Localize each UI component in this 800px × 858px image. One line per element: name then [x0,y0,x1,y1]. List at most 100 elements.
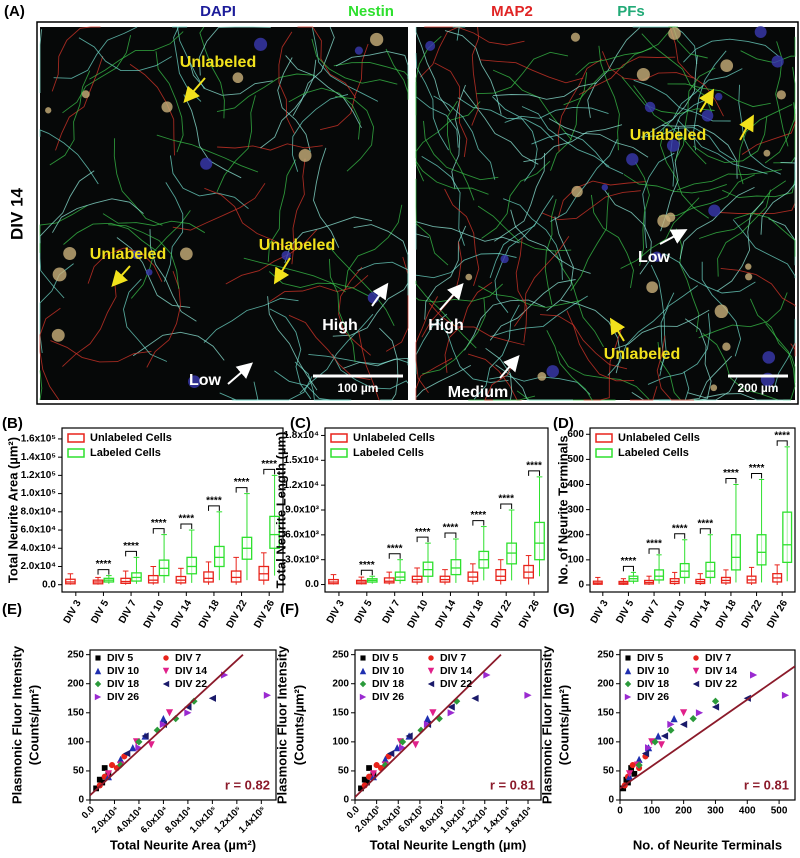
cell-body [745,263,752,270]
data-point [381,761,389,769]
neurite [422,297,486,375]
neurite [216,73,315,113]
legend-label: Labeled Cells [618,447,689,459]
image-annotation: Low [638,249,671,266]
data-point [695,709,704,717]
neurite [698,292,788,339]
data-point [412,741,420,749]
neurite [415,178,449,266]
data-point [657,741,665,749]
channel-label: Nestin [348,3,394,20]
legend-label: DIV 5 [107,652,133,664]
y-tick-label: 200 [567,529,584,540]
y-tick-label: 50 [338,766,350,777]
significance-label: **** [179,514,195,525]
y-tick-label: 0 [578,580,584,591]
legend-marker [427,667,435,675]
data-point [423,720,432,728]
arrow [111,265,131,287]
x-tick-label: DIV 26 [765,598,790,630]
legend-label: DIV 7 [705,652,731,664]
significance-bracket [235,487,248,493]
legend-marker [428,655,434,661]
neurite [452,26,466,41]
neurite [658,174,755,217]
box [654,569,665,581]
micrograph-texture [39,26,796,401]
significance-label: **** [206,495,222,506]
image-annotation: Unlabeled [604,346,680,363]
data-point [447,703,455,711]
neurite [338,266,371,356]
arrow [609,317,626,342]
box [147,574,159,584]
legend-marker [162,667,170,675]
neurite [108,224,180,289]
significance-bracket [699,528,711,534]
neurite [464,299,546,351]
data-point [645,744,653,752]
significance-bracket [208,505,220,511]
neurite [629,386,658,401]
neurite [546,216,574,312]
neurite [39,29,42,93]
significance-label: **** [723,468,739,479]
box [394,571,406,582]
neurite [702,332,779,401]
cell-body [145,268,153,276]
neurite [491,96,538,182]
neurite [717,189,771,277]
box [213,545,225,568]
cell-body [762,351,776,364]
neurite [87,247,163,284]
neurite [288,87,361,140]
neurite [278,31,295,134]
box [383,577,395,584]
data-point [743,694,751,702]
y-tick-label: 1.2x10⁴ [283,480,319,491]
neurite [421,156,465,246]
x-tick-label: DIV 10 [406,598,431,630]
data-point [625,770,634,778]
legend-marker [94,693,102,701]
neurite [668,26,708,59]
cell-body [546,365,559,378]
neurite [476,51,569,95]
neurite [634,161,650,266]
data-point [399,738,407,746]
x-tick-label: 100 [643,806,660,817]
neurite [793,102,796,122]
cell-body [465,273,473,281]
legend-marker [693,655,699,661]
neurite [633,85,707,165]
box [495,568,507,582]
data-point [629,762,636,769]
neurite [277,57,311,153]
arrow [659,229,688,245]
neurite [669,26,724,117]
neurite [291,158,306,265]
neurite [674,67,716,161]
legend-marker [624,680,632,688]
neurite [494,223,537,313]
neurite [642,152,675,249]
neurite [607,292,675,376]
y-tick-label: 0 [343,795,349,806]
neurite [621,76,715,115]
legend-label: DIV 22 [440,678,472,690]
legend-swatch [330,433,348,443]
significance-label: **** [415,527,431,538]
data-point [361,776,368,783]
neurite [415,52,449,151]
neurite [260,59,317,149]
significance-label: **** [749,463,765,474]
legend-label: DIV 22 [705,678,737,690]
neurite [172,182,266,231]
data-point [365,773,373,780]
neurite [504,106,609,123]
data-point [399,744,407,752]
neurite [415,161,489,195]
neurite [172,26,205,90]
significance-bracket [472,520,485,526]
neurite [716,201,764,292]
